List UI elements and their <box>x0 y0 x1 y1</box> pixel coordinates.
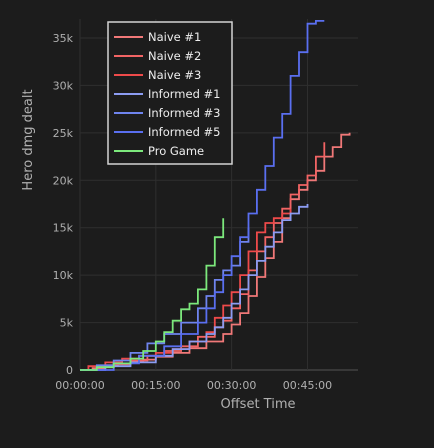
axes: 0 5k 10k 15k 20k 25k 30k 35k 00:00:00 00:15:00 00:… <box>53 32 333 392</box>
y-tick-label-5: 25k <box>53 127 74 140</box>
x-axis-title: Offset Time <box>220 397 295 412</box>
y-tick-label-6: 30k <box>53 79 74 92</box>
x-tick-label-2: 00:30:00 <box>207 379 256 392</box>
legend-label-3: Naive #3 <box>148 68 201 82</box>
legend-label-2: Naive #2 <box>148 49 201 63</box>
x-tick-label-1: 00:15:00 <box>131 379 180 392</box>
plot-area <box>80 20 351 371</box>
y-tick-label-3: 15k <box>53 222 74 235</box>
legend-label-6: Informed #5 <box>148 125 220 139</box>
y-tick-label-2: 10k <box>53 269 74 282</box>
x-tick-label-3: 00:45:00 <box>283 379 332 392</box>
legend: Naive #1 Naive #2 Naive #3 Informed #1 Infor… <box>107 21 233 165</box>
legend-label-5: Informed #3 <box>148 106 220 120</box>
y-tick-label-0: 0 <box>66 364 73 377</box>
legend-label-1: Naive #1 <box>148 30 201 44</box>
series-line-7 <box>80 218 225 371</box>
y-tick-label-4: 20k <box>53 174 74 187</box>
series-line-6 <box>80 20 325 371</box>
legend-label-4: Informed #1 <box>148 87 220 101</box>
y-axis-title: Hero dmg dealt <box>21 89 36 190</box>
legend-label-7: Pro Game <box>148 144 204 158</box>
y-tick-label-7: 35k <box>53 32 74 45</box>
series-line-3 <box>80 208 292 371</box>
series-line-2 <box>80 142 326 371</box>
x-tick-label-0: 00:00:00 <box>55 379 104 392</box>
y-tick-label-1: 5k <box>60 317 74 330</box>
